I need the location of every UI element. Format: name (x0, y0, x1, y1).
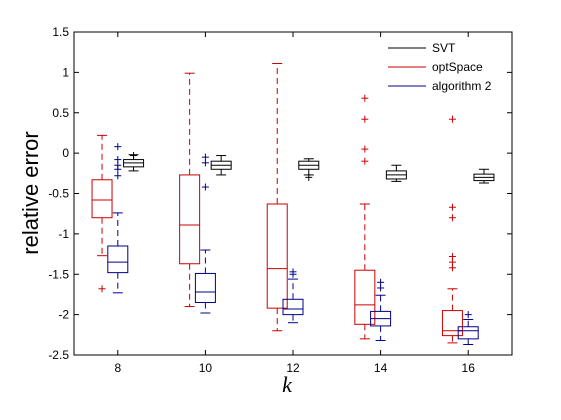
outlier-point (448, 115, 456, 123)
box-iqr (354, 269, 376, 325)
box-iqr (194, 272, 216, 304)
box-SVT-8 (123, 152, 145, 172)
y-tick-label: -2.5 (48, 348, 69, 362)
legend-label: algorithm 2 (432, 79, 492, 93)
outlier-point (305, 173, 313, 181)
outlier-point (464, 311, 472, 319)
box-algorithm-2-16 (457, 311, 479, 346)
outlier-point (114, 172, 122, 180)
x-tick-label: 16 (462, 361, 476, 375)
x-tick-label: 14 (374, 361, 388, 375)
box-optSpace-8 (91, 134, 113, 293)
y-tick-label: 1 (62, 65, 69, 79)
x-axis: 8 10 12 14 16 (114, 32, 475, 375)
outlier-point (201, 159, 209, 167)
box-SVT-14 (385, 164, 407, 182)
x-tick-label: 12 (286, 361, 300, 375)
outlier-point (114, 165, 122, 173)
box-SVT-12 (298, 158, 320, 181)
box-iqr (107, 245, 129, 274)
y-tick-label: 0 (62, 146, 69, 160)
y-tick-label: -2 (58, 308, 69, 322)
outlier-point (448, 203, 456, 211)
legend-item: optSpace (388, 60, 483, 74)
box-iqr (91, 179, 113, 219)
legend-label: optSpace (432, 60, 483, 74)
y-tick-label: -0.5 (48, 187, 69, 201)
x-tick-label: 10 (199, 361, 213, 375)
y-tick-label: -1 (58, 227, 69, 241)
box-optSpace-14 (354, 94, 376, 340)
box-iqr (179, 174, 201, 265)
x-axis-label: k (282, 372, 293, 397)
outlier-point (361, 115, 369, 123)
box-SVT-10 (210, 155, 232, 176)
box-SVT-16 (473, 168, 495, 184)
box-optSpace-12 (266, 62, 288, 332)
box-algorithm-2-10 (194, 153, 216, 314)
outlier-point (448, 264, 456, 272)
outlier-point (377, 284, 385, 292)
y-tick-label: 1.5 (52, 25, 69, 39)
outlier-point (201, 183, 209, 191)
box-algorithm-2-12 (282, 268, 304, 324)
outlier-point (361, 157, 369, 165)
box-iqr (457, 326, 479, 340)
y-axis: 1.5 1 0.5 0 -0.5 -1 -1.5 -2 -2.5 (48, 25, 512, 362)
outlier-point (361, 94, 369, 102)
legend: SVT optSpace algorithm 2 (388, 41, 492, 93)
legend-label: SVT (432, 41, 456, 55)
box-iqr (441, 310, 463, 337)
legend-item: SVT (388, 41, 456, 55)
x-tick-label: 8 (114, 361, 121, 375)
boxes-layer (91, 62, 495, 346)
outlier-point (289, 270, 297, 278)
y-axis-label: relative error (18, 131, 43, 254)
outlier-point (98, 285, 106, 293)
box-optSpace-10 (179, 72, 201, 308)
box-iqr (266, 203, 288, 309)
plot-area (73, 31, 513, 356)
outlier-point (114, 143, 122, 151)
outlier-point (448, 214, 456, 222)
box-algorithm-2-8 (107, 143, 129, 294)
y-tick-label: 0.5 (52, 106, 69, 120)
legend-item: algorithm 2 (388, 79, 492, 93)
box-iqr (282, 298, 304, 316)
outlier-point (130, 152, 138, 160)
box-algorithm-2-14 (370, 278, 392, 341)
y-tick-label: -1.5 (48, 267, 69, 281)
outlier-point (361, 145, 369, 153)
